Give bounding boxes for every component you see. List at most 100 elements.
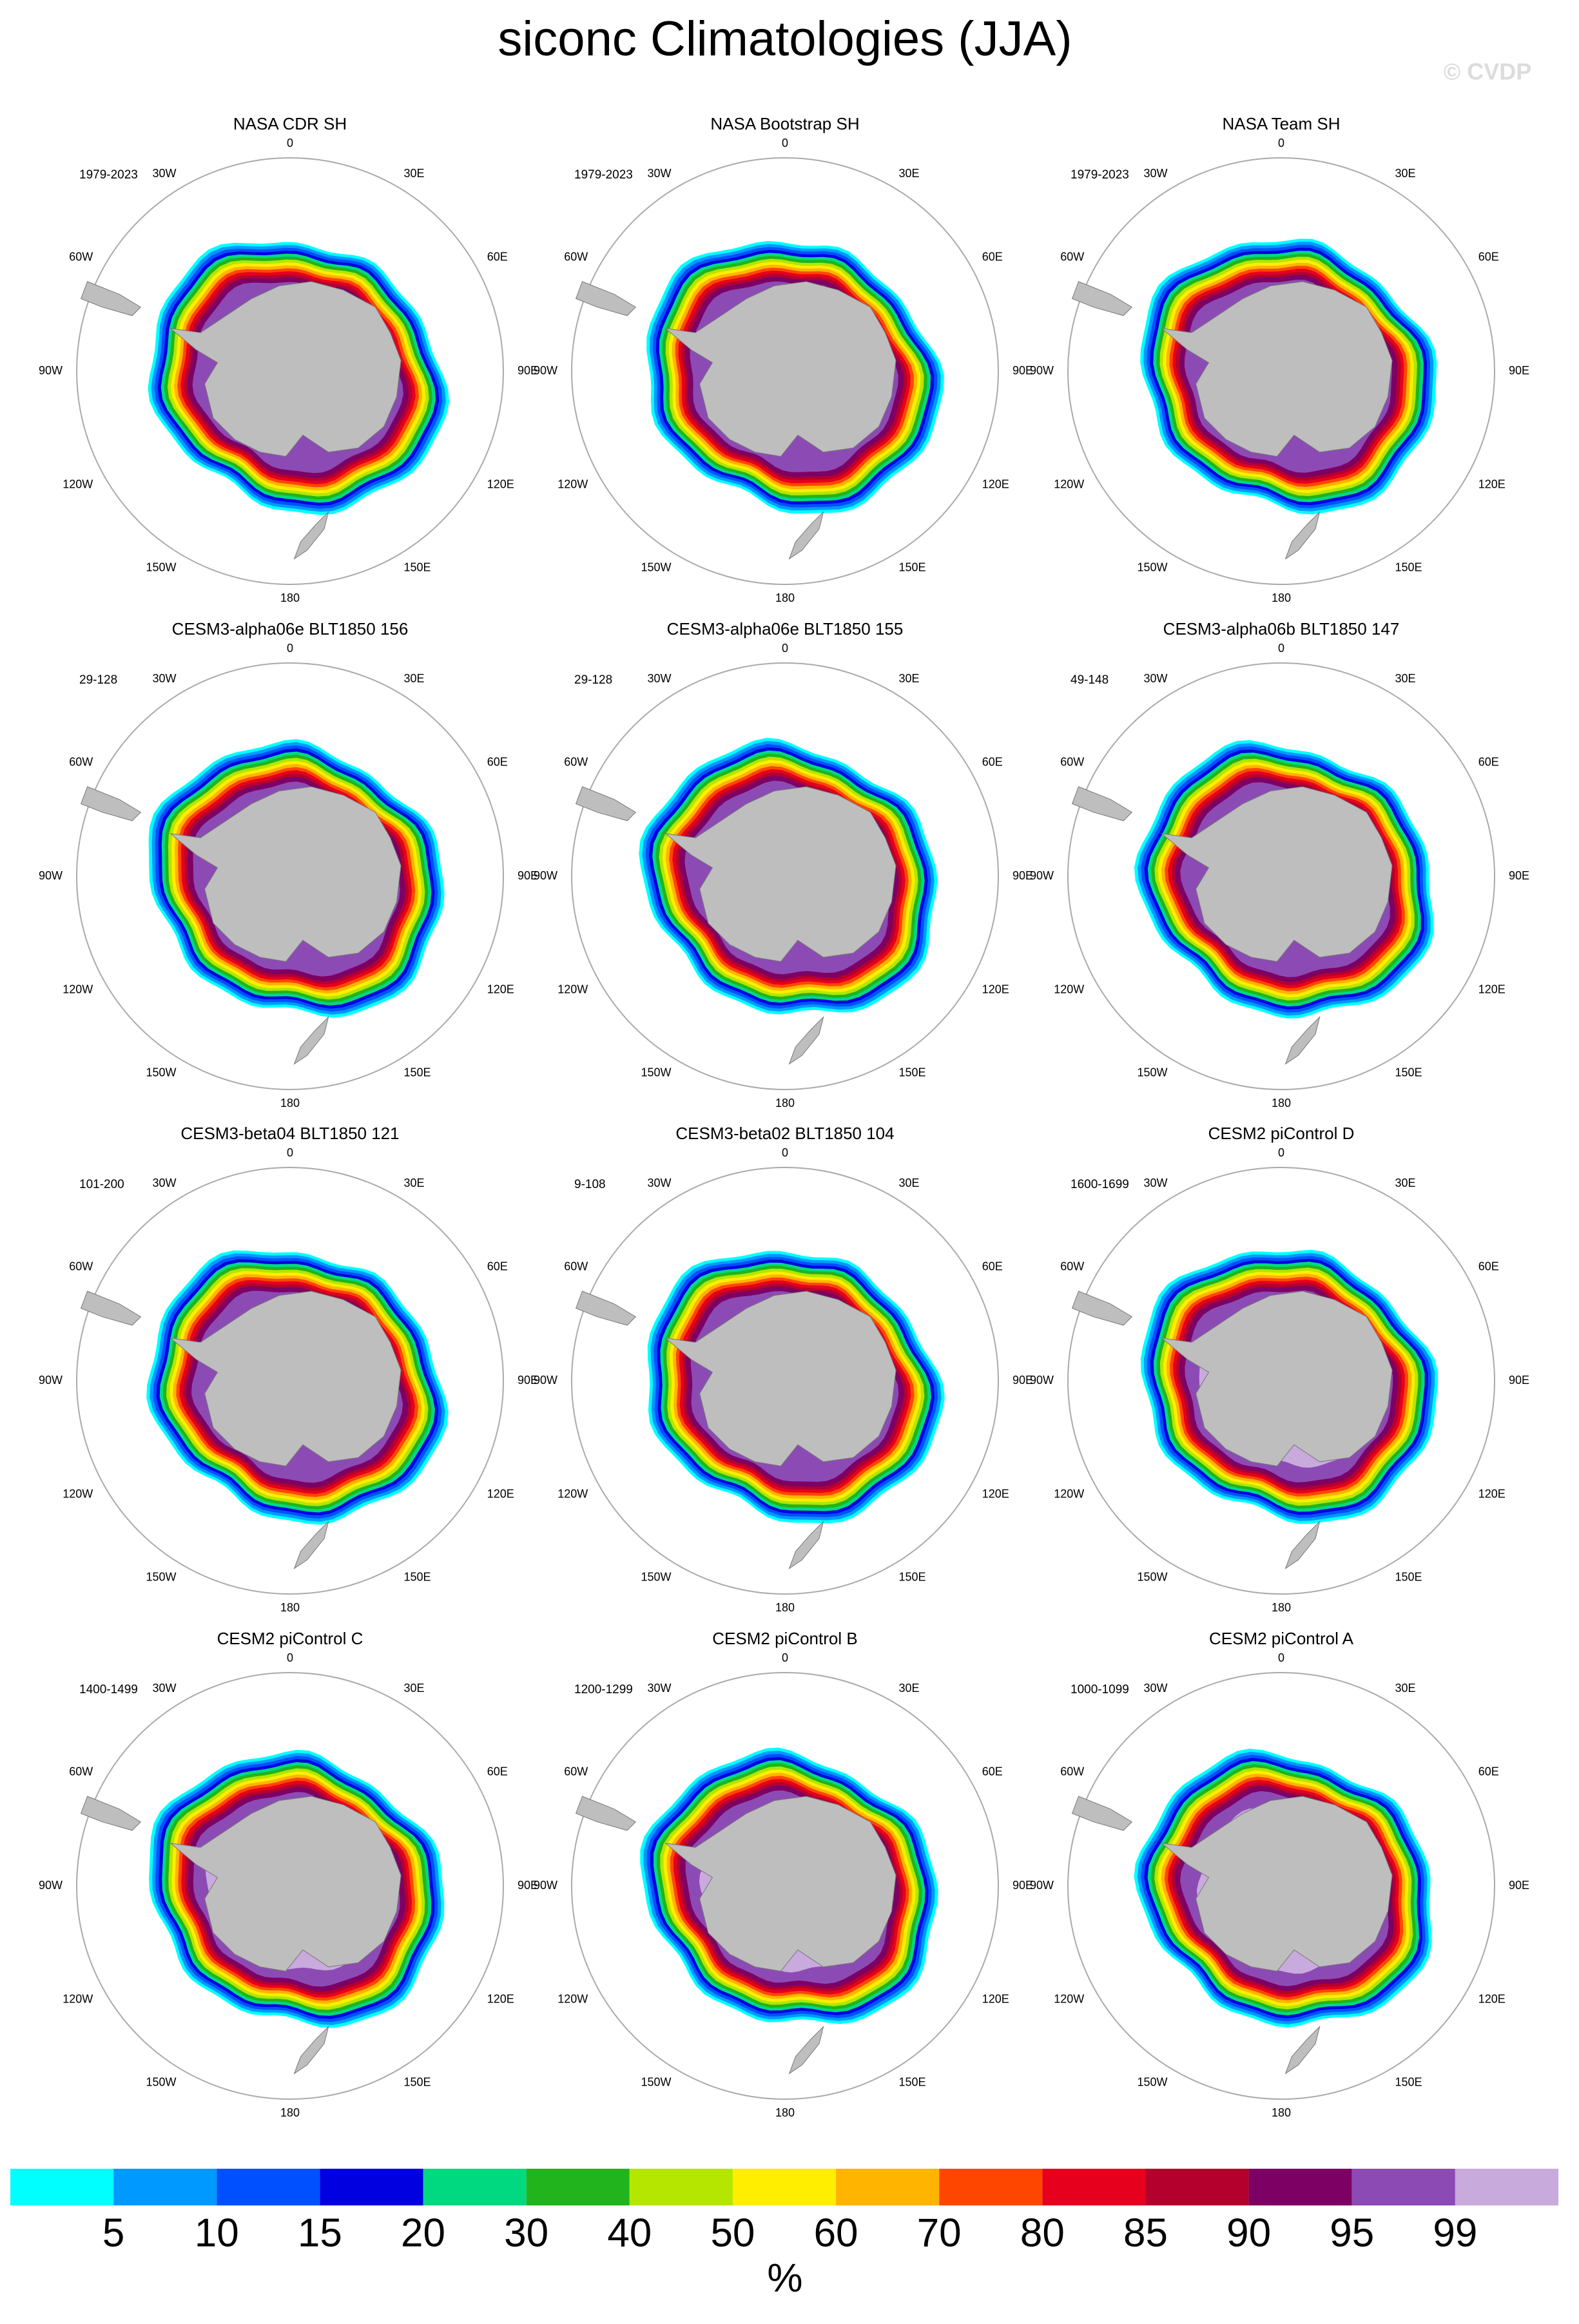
land bbox=[293, 510, 329, 560]
longitude-label: 90W bbox=[39, 1374, 63, 1387]
longitude-label: 90W bbox=[39, 364, 63, 377]
longitude-label: 90W bbox=[39, 1879, 63, 1892]
colorbar-label: 85 bbox=[1123, 2211, 1168, 2255]
land bbox=[293, 1015, 329, 1065]
colorbar-label: 50 bbox=[710, 2211, 755, 2255]
colorbar-box bbox=[629, 2169, 733, 2205]
longitude-label: 150E bbox=[899, 561, 926, 573]
panel-years: 1979-2023 bbox=[1070, 168, 1129, 182]
longitude-label: 150E bbox=[1395, 1570, 1422, 1583]
longitude-label: 0 bbox=[1278, 1146, 1284, 1159]
longitude-label: 180 bbox=[1272, 591, 1291, 604]
longitude-label: 60E bbox=[487, 1765, 508, 1778]
land bbox=[1071, 1291, 1133, 1326]
longitude-label: 150W bbox=[641, 2075, 671, 2088]
longitude-label: 120W bbox=[1054, 983, 1084, 995]
longitude-label: 30E bbox=[1395, 672, 1416, 685]
longitude-label: 90E bbox=[518, 1879, 538, 1892]
continent bbox=[1160, 786, 1393, 962]
longitude-label: 60E bbox=[487, 250, 508, 263]
longitude-label: 0 bbox=[1278, 137, 1284, 149]
longitude-label: 30W bbox=[152, 167, 176, 180]
longitude-label: 150E bbox=[1395, 1066, 1422, 1079]
longitude-label: 60W bbox=[564, 1765, 588, 1778]
longitude-label: 90E bbox=[1509, 1879, 1529, 1892]
longitude-label: 60E bbox=[1478, 250, 1499, 263]
colorbar-label: 70 bbox=[917, 2211, 962, 2255]
longitude-label: 90W bbox=[1030, 1879, 1054, 1892]
longitude-label: 120W bbox=[63, 983, 93, 995]
panel-years: 1400-1499 bbox=[79, 1683, 138, 1696]
panel-title: CESM3-alpha06e BLT1850 156 bbox=[172, 619, 409, 639]
panel-years: 29-128 bbox=[574, 673, 612, 687]
longitude-label: 150W bbox=[641, 561, 671, 573]
longitude-label: 150E bbox=[899, 1066, 926, 1079]
panel-years: 1600-1699 bbox=[1070, 1178, 1129, 1191]
land bbox=[293, 1520, 329, 1570]
longitude-label: 0 bbox=[782, 642, 788, 655]
longitude-label: 150E bbox=[899, 1570, 926, 1583]
longitude-label: 60E bbox=[982, 250, 1003, 263]
longitude-label: 60E bbox=[982, 1765, 1003, 1778]
land bbox=[1284, 1015, 1321, 1065]
colorbar-label: 90 bbox=[1226, 2211, 1271, 2255]
longitude-label: 60W bbox=[69, 755, 93, 768]
longitude-label: 180 bbox=[1272, 2106, 1291, 2119]
panel-years: 1979-2023 bbox=[79, 168, 138, 182]
land bbox=[80, 786, 142, 821]
land bbox=[80, 1291, 142, 1326]
colorbar-box bbox=[423, 2169, 527, 2205]
longitude-label: 30E bbox=[899, 672, 920, 685]
colorbar-box bbox=[939, 2169, 1043, 2205]
longitude-label: 60E bbox=[982, 1260, 1003, 1272]
map-panel: NASA Bootstrap SH 1979-2023 0 30E 60E 90E 120E… bbox=[534, 114, 1033, 604]
longitude-label: 60W bbox=[69, 250, 93, 263]
longitude-label: 120E bbox=[1478, 1487, 1506, 1500]
colorbar-label: 40 bbox=[607, 2211, 652, 2255]
longitude-label: 150E bbox=[404, 1066, 431, 1079]
panel-title: NASA Team SH bbox=[1222, 114, 1340, 133]
panel-years: 1200-1299 bbox=[574, 1683, 633, 1696]
longitude-label: 150E bbox=[404, 561, 431, 573]
continent bbox=[169, 1796, 402, 1972]
longitude-label: 30E bbox=[404, 1176, 425, 1189]
continent bbox=[169, 281, 402, 457]
longitude-label: 120E bbox=[1478, 477, 1506, 490]
land bbox=[788, 510, 824, 560]
longitude-label: 120W bbox=[63, 1487, 93, 1500]
continent bbox=[664, 1796, 896, 1972]
longitude-label: 150W bbox=[146, 1066, 176, 1079]
longitude-label: 180 bbox=[775, 591, 795, 604]
longitude-label: 0 bbox=[287, 642, 293, 655]
colorbar-label: 99 bbox=[1433, 2211, 1477, 2255]
longitude-label: 180 bbox=[1272, 1097, 1291, 1109]
panel-years: 1979-2023 bbox=[574, 168, 633, 182]
land bbox=[1071, 281, 1133, 316]
longitude-label: 150E bbox=[899, 2075, 926, 2088]
longitude-label: 30W bbox=[152, 672, 176, 685]
colorbar-box bbox=[836, 2169, 940, 2205]
panel-title: CESM2 piControl A bbox=[1209, 1629, 1354, 1648]
longitude-label: 30E bbox=[404, 672, 425, 685]
longitude-label: 90W bbox=[534, 1879, 557, 1892]
longitude-label: 180 bbox=[775, 1097, 795, 1109]
panel-title: CESM3-alpha06e BLT1850 155 bbox=[667, 619, 904, 639]
continent bbox=[169, 786, 402, 962]
land bbox=[575, 1796, 637, 1831]
longitude-label: 180 bbox=[775, 2106, 795, 2119]
longitude-label: 120W bbox=[557, 983, 588, 995]
map-panel: CESM3-beta02 BLT1850 104 9-108 0 30E 60E 90E 1… bbox=[534, 1124, 1033, 1614]
longitude-label: 120W bbox=[557, 1992, 588, 2005]
longitude-label: 150E bbox=[1395, 561, 1422, 573]
longitude-label: 120E bbox=[982, 983, 1009, 995]
longitude-label: 60E bbox=[1478, 1260, 1499, 1272]
longitude-label: 60E bbox=[487, 1260, 508, 1272]
longitude-label: 120W bbox=[557, 477, 588, 490]
panel-title: NASA Bootstrap SH bbox=[710, 114, 859, 133]
panel-years: 101-200 bbox=[79, 1178, 124, 1191]
land bbox=[1284, 2025, 1321, 2075]
colorbar-box bbox=[1248, 2169, 1352, 2205]
panel-years: 1000-1099 bbox=[1070, 1683, 1129, 1696]
longitude-label: 30E bbox=[404, 1682, 425, 1695]
land bbox=[575, 1291, 637, 1326]
